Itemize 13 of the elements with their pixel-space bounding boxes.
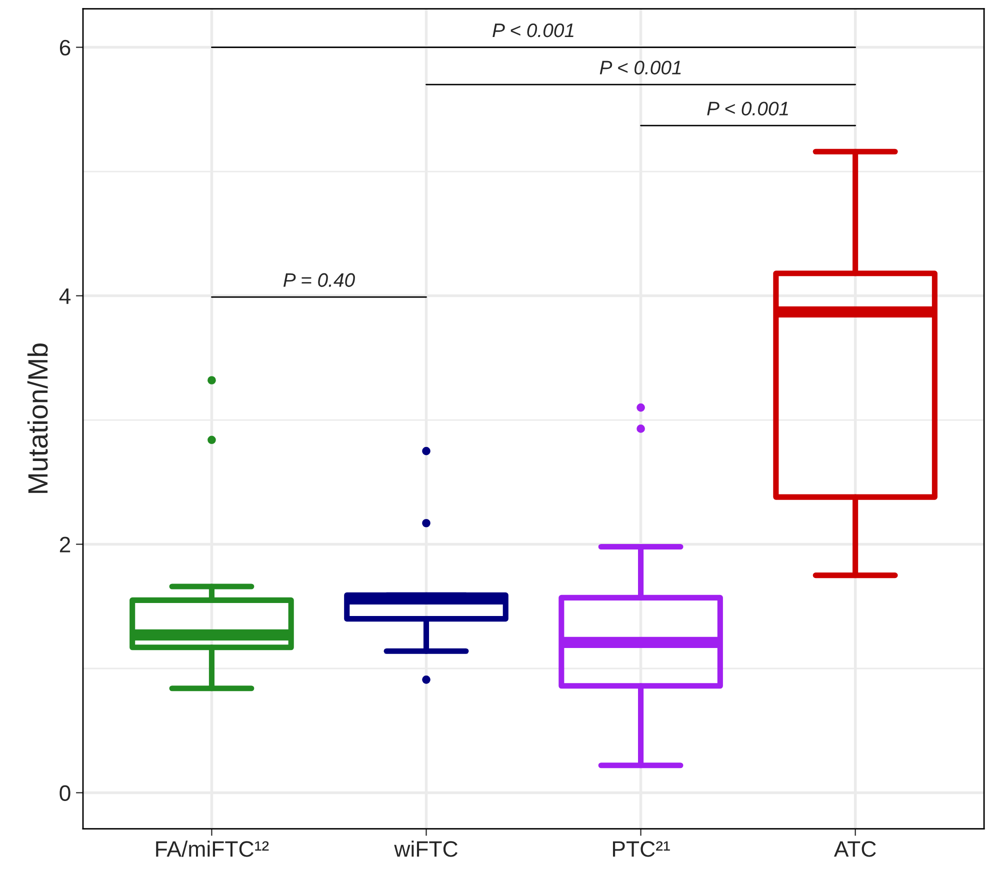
y-tick-label: 0: [60, 785, 70, 802]
x-tick-label: PTC²¹: [612, 841, 670, 857]
annotation: P < 0.001: [600, 60, 681, 74]
y-axis-title: Mutation/Mb: [27, 344, 48, 493]
x-tick-label: wiFTC: [394, 840, 458, 857]
y-tick-label: 2: [60, 536, 70, 552]
annotation: P < 0.001: [492, 23, 574, 38]
x-tick-label: ATC: [834, 841, 876, 857]
y-tick-label: 4: [59, 288, 71, 304]
annotation: P < 0.001: [707, 102, 788, 116]
x-tick-label: FA/miFTC¹²: [156, 840, 269, 857]
annotation: P = 0.40: [283, 273, 355, 287]
y-tick-label: 6: [60, 40, 70, 56]
